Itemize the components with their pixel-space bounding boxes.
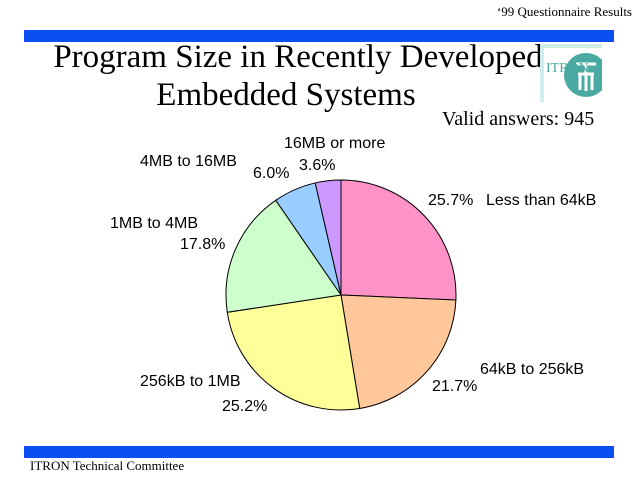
valid-answers-text: Valid answers: 945	[442, 108, 595, 130]
pie-slice	[226, 294, 361, 411]
slice-label: 4MB to 16MB	[140, 153, 237, 170]
footer-text: ITRON Technical Committee	[30, 458, 185, 473]
slice-percent-label: 17.8%	[180, 236, 225, 253]
page-title-line-1: Program Size in Recently Developed	[53, 39, 543, 75]
logo-graphic-icon	[540, 44, 608, 102]
bottom-bar	[24, 446, 614, 458]
slice-label: 1MB to 4MB	[110, 215, 198, 232]
pie-slice	[225, 199, 342, 313]
slice-label: Less than 64kB	[486, 192, 596, 209]
slice-label: 256kB to 1MB	[140, 373, 241, 390]
logo-text: ITRON	[546, 61, 589, 76]
header-note: ‘99 Questionnaire Results	[496, 4, 632, 19]
slice-percent-label: 3.6%	[299, 157, 335, 174]
slice-percent-label: 21.7%	[432, 378, 477, 395]
slice-label: 16MB or more	[284, 135, 385, 152]
slice-percent-label: 6.0%	[253, 165, 289, 182]
slice-label: 64kB to 256kB	[480, 361, 584, 378]
pie-slices	[225, 179, 457, 411]
pie-slice	[340, 179, 457, 301]
top-bar	[24, 30, 614, 42]
page-title-line-2: Embedded Systems	[156, 77, 416, 113]
slice-percent-label: 25.7%	[428, 192, 473, 209]
itron-logo: ITRON	[540, 44, 608, 102]
pie-slice	[314, 179, 342, 296]
slice-percent-label: 25.2%	[222, 398, 267, 415]
pie-slice	[340, 294, 457, 410]
